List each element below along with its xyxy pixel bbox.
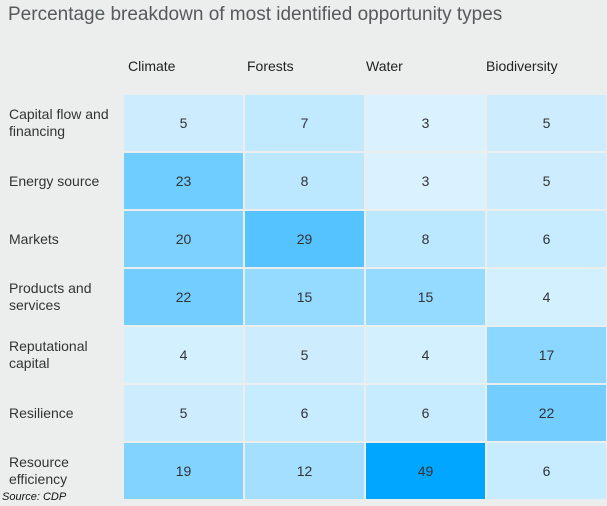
cell-resilience-water: 6 xyxy=(366,385,485,441)
cell-resource-efficiency-climate: 19 xyxy=(124,443,243,499)
chart-title: Percentage breakdown of most identified … xyxy=(8,4,503,25)
cell-energy-source-forests: 8 xyxy=(245,153,364,209)
cell-markets-water: 8 xyxy=(366,211,485,267)
cell-energy-source-water: 3 xyxy=(366,153,485,209)
cell-energy-source-climate: 23 xyxy=(124,153,243,209)
cell-capital-flow-and-financing-water: 3 xyxy=(366,95,485,151)
cell-resource-efficiency-biodiversity: 6 xyxy=(487,443,606,499)
row-label-capital-flow-and-financing: Capital flow and financing xyxy=(9,106,109,139)
cell-reputational-capital-climate: 4 xyxy=(124,327,243,383)
cell-products-and-services-climate: 22 xyxy=(124,269,243,325)
cell-resource-efficiency-water: 49 xyxy=(366,443,485,499)
column-header-biodiversity: Biodiversity xyxy=(486,58,558,74)
column-header-water: Water xyxy=(366,58,403,74)
row-label-energy-source: Energy source xyxy=(9,172,100,189)
row-label-reputational-capital: Reputational capital xyxy=(9,338,88,371)
cell-markets-forests: 29 xyxy=(245,211,364,267)
row-label-products-and-services: Products and services xyxy=(9,280,92,313)
cell-resilience-climate: 5 xyxy=(124,385,243,441)
row-label-resource-efficiency: Resource efficiency xyxy=(9,454,69,487)
cell-reputational-capital-water: 4 xyxy=(366,327,485,383)
cell-capital-flow-and-financing-forests: 7 xyxy=(245,95,364,151)
row-label-resilience: Resilience xyxy=(9,404,74,421)
cell-capital-flow-and-financing-climate: 5 xyxy=(124,95,243,151)
cell-reputational-capital-biodiversity: 17 xyxy=(487,327,606,383)
column-header-forests: Forests xyxy=(247,58,294,74)
cell-products-and-services-biodiversity: 4 xyxy=(487,269,606,325)
column-header-climate: Climate xyxy=(128,58,176,74)
cell-markets-climate: 20 xyxy=(124,211,243,267)
source-note: Source: CDP xyxy=(2,491,67,503)
cell-products-and-services-forests: 15 xyxy=(245,269,364,325)
cell-energy-source-biodiversity: 5 xyxy=(487,153,606,209)
cell-resilience-biodiversity: 22 xyxy=(487,385,606,441)
cell-capital-flow-and-financing-biodiversity: 5 xyxy=(487,95,606,151)
cell-products-and-services-water: 15 xyxy=(366,269,485,325)
cell-resource-efficiency-forests: 12 xyxy=(245,443,364,499)
cell-resilience-forests: 6 xyxy=(245,385,364,441)
row-label-markets: Markets xyxy=(9,230,59,247)
cell-markets-biodiversity: 6 xyxy=(487,211,606,267)
cell-reputational-capital-forests: 5 xyxy=(245,327,364,383)
